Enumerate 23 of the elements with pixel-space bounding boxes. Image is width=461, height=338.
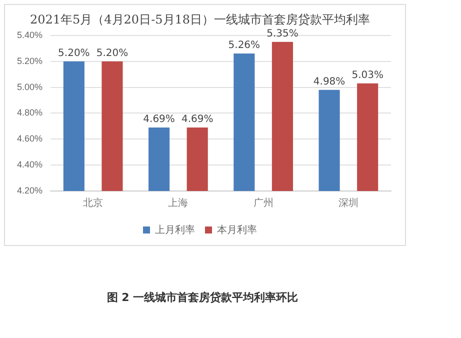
data-label: 4.69%	[143, 114, 175, 126]
y-tick-label: 4.80%	[16, 108, 43, 118]
y-tick-label: 4.20%	[16, 185, 43, 196]
y-tick-label: 5.00%	[16, 82, 43, 92]
data-label: 4.98%	[313, 76, 346, 88]
data-label: 5.20%	[58, 48, 90, 59]
x-tick-label: 广州	[253, 196, 274, 209]
caption: 图 2 一线城市首套房贷款平均利率环比	[106, 290, 300, 305]
y-tick-label: 5.40%	[16, 30, 43, 40]
data-label: 4.69%	[181, 114, 214, 126]
y-tick-label: 4.60%	[16, 134, 43, 144]
legend-label: 本月利率	[217, 224, 257, 236]
y-tick-label: 5.20%	[16, 56, 43, 66]
data-label: 5.26%	[228, 40, 260, 52]
x-tick-label: 深圳	[338, 196, 358, 209]
x-tick-label: 上海	[168, 196, 188, 209]
y-tick-label: 4.40%	[16, 160, 43, 170]
data-label: 5.03%	[352, 70, 384, 81]
data-label: 5.20%	[96, 48, 128, 59]
x-tick-label: 北京	[83, 196, 104, 209]
legend-label: 上月利率	[155, 224, 195, 236]
data-label: 5.35%	[266, 28, 298, 40]
chart-title: 2021年5月（4月20日-5月18日）一线城市首套房贷款平均利率	[30, 12, 370, 26]
